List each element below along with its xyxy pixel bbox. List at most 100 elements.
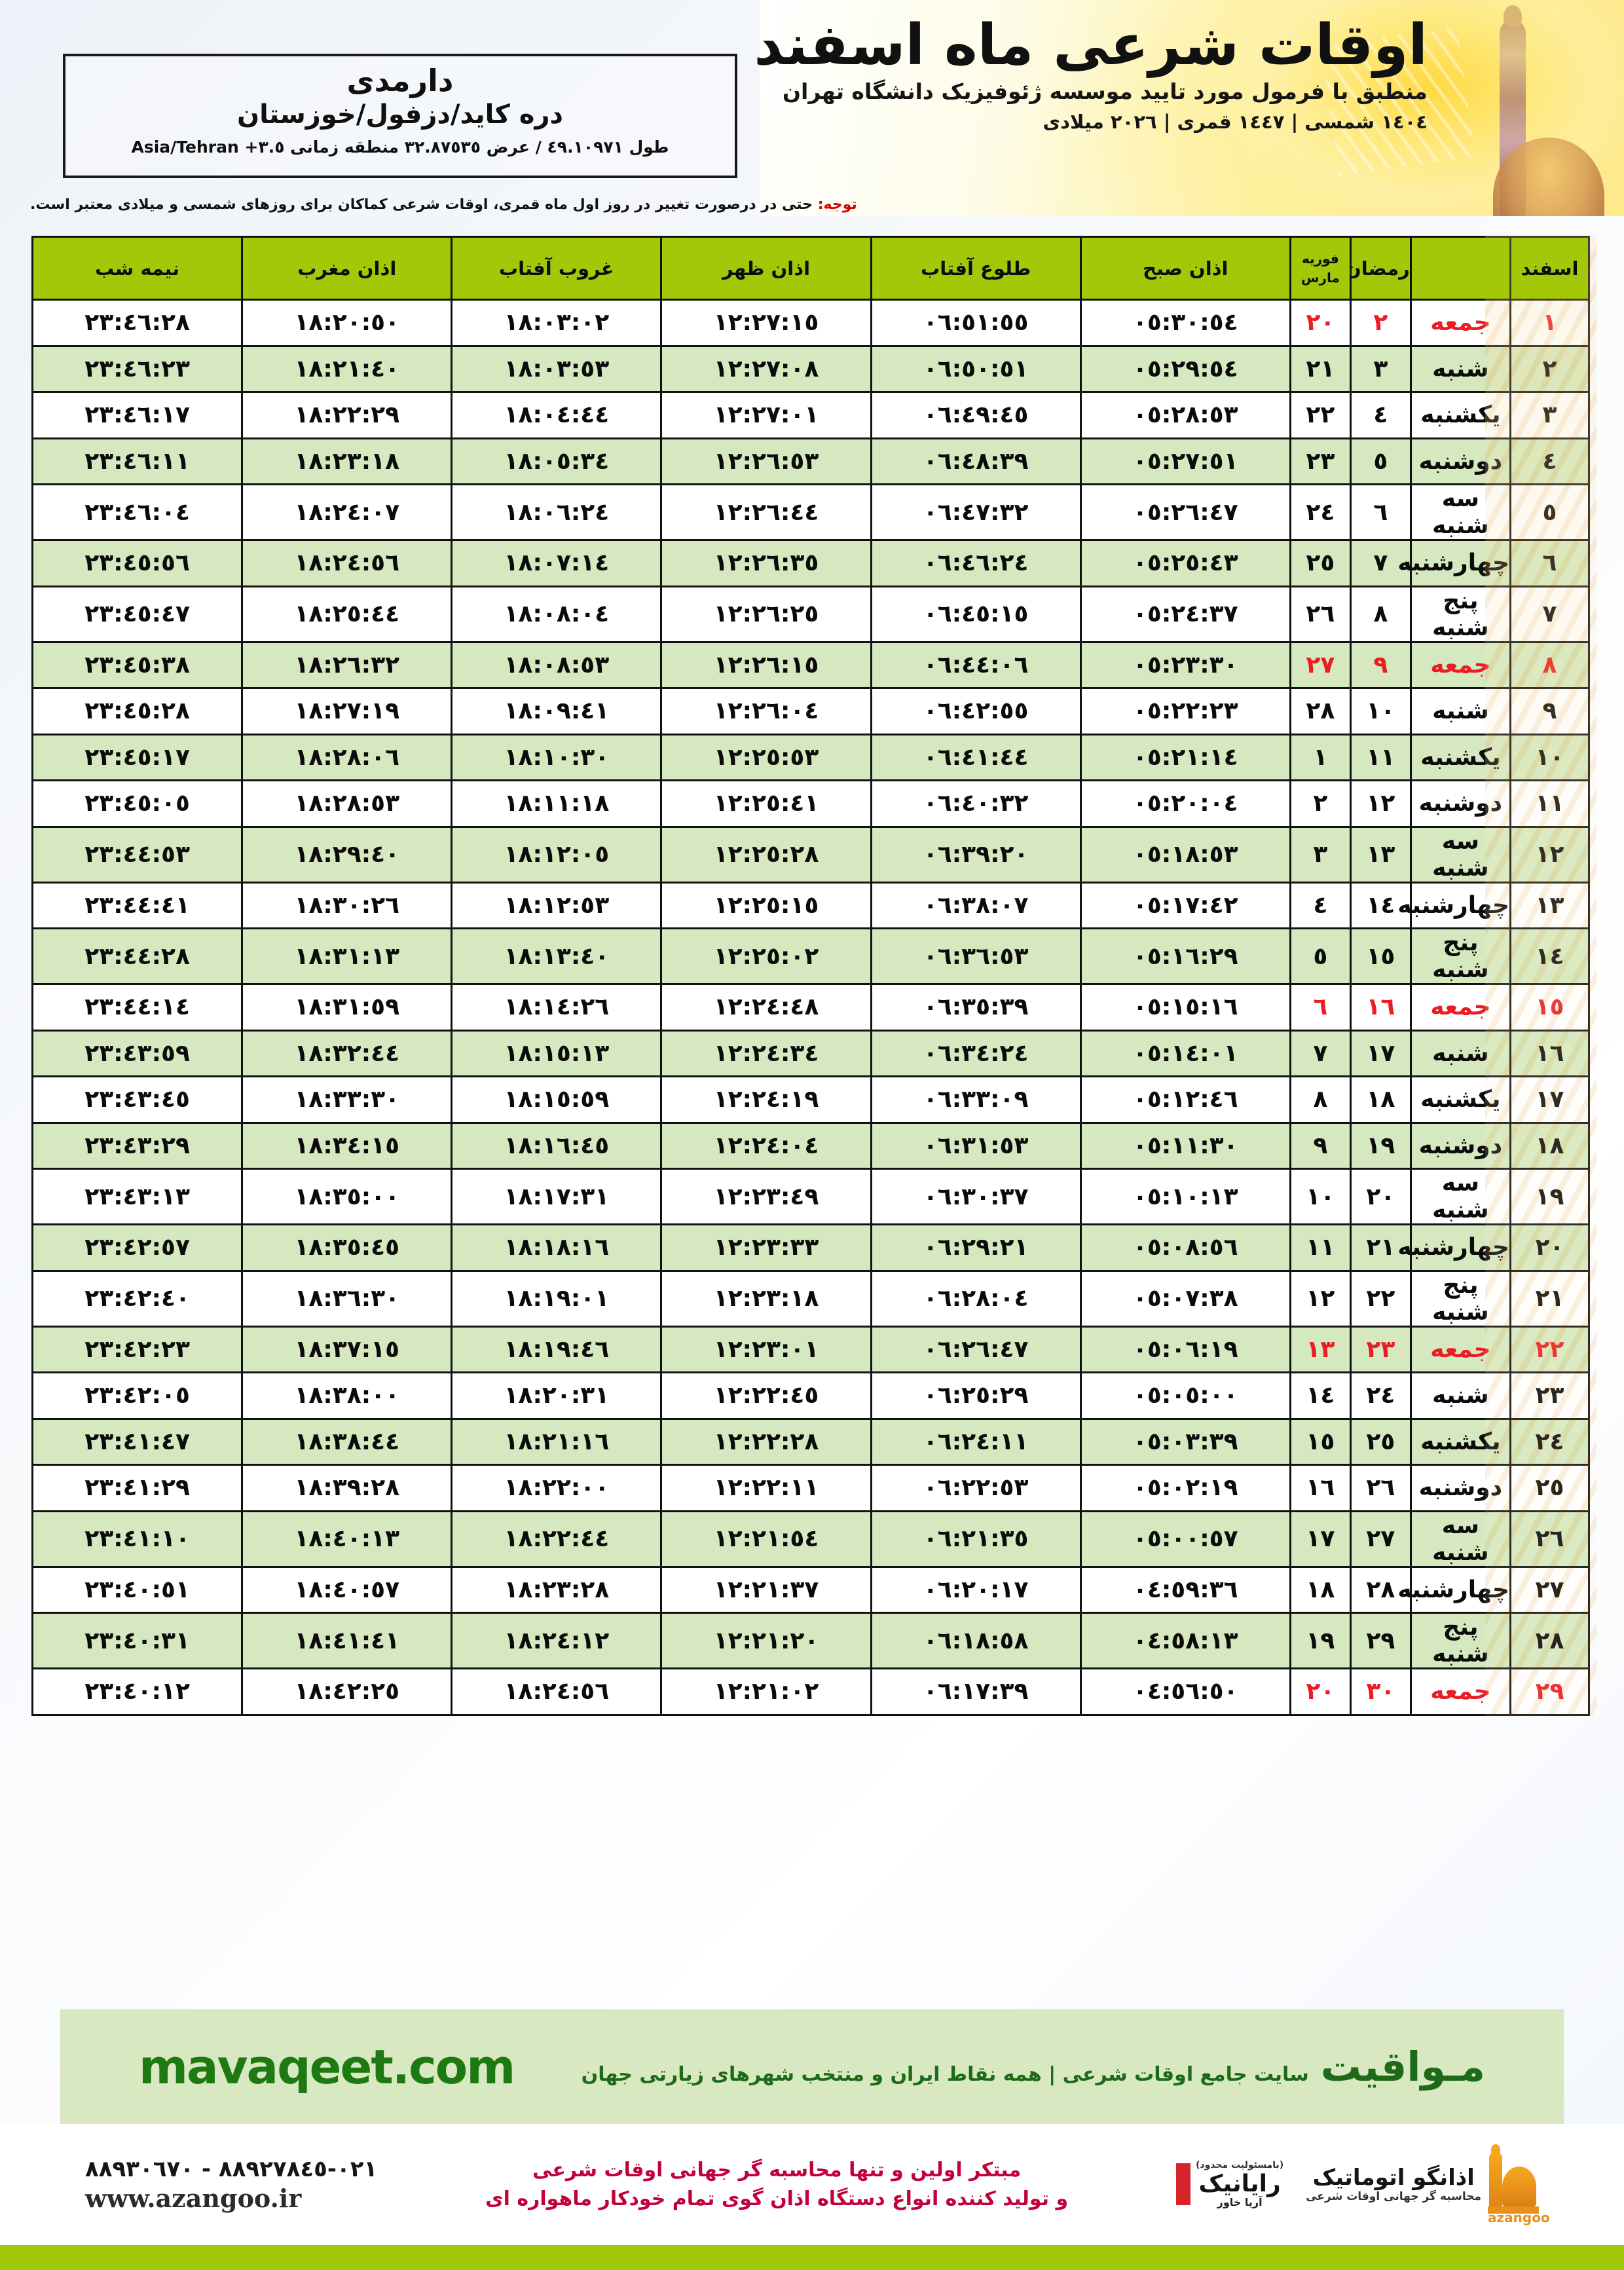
note-line: توجه: حتی در درصورت تغییر در روز اول ماه… — [30, 196, 857, 213]
cell-dhuhr: ١٢:٢٢:١١ — [660, 1464, 872, 1512]
cell-weekday: چهارشنبه — [1397, 1565, 1511, 1614]
cell-weekday: پنج شنبه — [1409, 1269, 1511, 1328]
cell-midnight: ٢٣:٤٥:١٧ — [31, 733, 244, 781]
cell-sunset: ١٨:١٧:٣١ — [451, 1168, 663, 1225]
cell-ramadan: ٣ — [1349, 344, 1412, 393]
promo-line-1: مبتکر اولین و تنها محاسبه گر جهانی اوقات… — [532, 2159, 1022, 2182]
cell-dhuhr: ١٢:٢٧:١٥ — [660, 299, 872, 347]
cell-ramadan: ٨ — [1349, 585, 1412, 643]
cell-day: ١٥ — [1509, 983, 1591, 1032]
rayanik-logo: (بامسئولیت محدود) رایانیک آریا خاور — [1176, 2160, 1283, 2208]
cell-weekday: سه شنبه — [1409, 483, 1511, 541]
cell-weekday: چهارشنبه — [1397, 881, 1511, 929]
header-decorative-artwork — [760, 0, 1624, 216]
cell-dhuhr: ١٢:٢١:٠٢ — [660, 1667, 872, 1716]
cell-gregorian: ٢٠ — [1289, 299, 1352, 347]
cell-fajr: ٠٥:١٨:٥٣ — [1079, 825, 1291, 884]
cell-sunset: ١٨:٢٤:٥٦ — [451, 1667, 663, 1716]
cell-sunset: ١٨:١٢:٥٣ — [451, 881, 663, 929]
cell-gregorian: ٨ — [1289, 1075, 1352, 1124]
cell-day: ٢٩ — [1509, 1667, 1591, 1716]
cell-dhuhr: ١٢:٢٣:٤٩ — [660, 1168, 872, 1225]
cell-midnight: ٢٣:٤٦:٢٨ — [31, 299, 244, 347]
cell-ramadan: ٧ — [1349, 539, 1412, 587]
cell-day: ٢٤ — [1509, 1417, 1591, 1466]
cell-gregorian: ١٥ — [1289, 1417, 1352, 1466]
cell-midnight: ٢٣:٤٢:٥٧ — [31, 1223, 244, 1272]
cell-sunrise: ٠٦:٢١:٣٥ — [870, 1510, 1082, 1568]
cell-maghrib: ١٨:٣٣:٣٠ — [241, 1075, 453, 1124]
cell-gregorian: ١٣ — [1289, 1325, 1352, 1373]
col-header-fajr: اذان صبح — [1079, 236, 1291, 301]
cell-fajr: ٠٥:٠٨:٥٦ — [1079, 1223, 1291, 1272]
page-subtitle: منطبق با فرمول مورد تایید موسسه ژئوفیزیک… — [782, 79, 1428, 105]
cell-day: ١٠ — [1509, 733, 1591, 781]
cell-dhuhr: ١٢:٢٦:١٥ — [660, 641, 872, 689]
cell-weekday: چهارشنبه — [1397, 539, 1511, 587]
website-url[interactable]: www.azangoo.ir — [85, 2184, 302, 2213]
cell-sunrise: ٠٦:٣٣:٠٩ — [870, 1075, 1082, 1124]
cell-ramadan: ٥ — [1349, 437, 1412, 485]
cell-day: ٢ — [1509, 344, 1591, 393]
brand-tagline: سایت جامع اوقات شرعی | همه نقاط ایران و … — [581, 2063, 1309, 2086]
cell-maghrib: ١٨:٢٤:٠٧ — [241, 483, 453, 541]
cell-day: ١٢ — [1509, 825, 1591, 884]
cell-fajr: ٠٥:٠٥:٠٠ — [1079, 1371, 1291, 1420]
cell-maghrib: ١٨:٣٠:٢٦ — [241, 881, 453, 929]
cell-ramadan: ٢٩ — [1349, 1612, 1412, 1669]
table-row: ١٥ جمعه ١٦ ٦ ٠٥:١٥:١٦ ٠٦:٣٥:٣٩ ١٢:٢٤:٤٨ ١٨:١٤:٢… — [31, 983, 1591, 1032]
brand-website[interactable]: mavaqeet.com — [139, 2039, 515, 2094]
cell-midnight: ٢٣:٤٠:١٢ — [31, 1667, 244, 1716]
cell-sunset: ١٨:٢٤:١٢ — [451, 1612, 663, 1669]
table-row: ٢٣ شنبه ٢٤ ١٤ ٠٥:٠٥:٠٠ ٠٦:٢٥:٢٩ ١٢:٢٢:٤٥ ١٨:٢٠:… — [31, 1371, 1591, 1420]
cell-fajr: ٠٥:٢٨:٥٣ — [1079, 391, 1291, 439]
page-header: اوقات شرعی ماه اسفند منطبق با فرمول مورد… — [0, 0, 1624, 216]
cell-midnight: ٢٣:٤٥:٤٧ — [31, 585, 244, 643]
location-coordinates: طول ٤٩.١٠٩٧١ / عرض ٣٢.٨٧٥٣٥ منطقه زمانی … — [131, 137, 669, 157]
cell-sunset: ١٨:٠٩:٤١ — [451, 687, 663, 735]
cell-dhuhr: ١٢:٢٥:١٥ — [660, 881, 872, 929]
page-footer: مـواقیت سایت جامع اوقات شرعی | همه نقاط … — [0, 2009, 1624, 2270]
cell-weekday: سه شنبه — [1409, 1510, 1511, 1568]
cell-dhuhr: ١٢:٢٦:٤٤ — [660, 483, 872, 541]
dome-shape-icon — [1502, 2166, 1536, 2207]
cell-gregorian: ١٦ — [1289, 1464, 1352, 1512]
cell-day: ٢٧ — [1509, 1565, 1591, 1614]
table-row: ٥ سه شنبه ٦ ٢٤ ٠٥:٢٦:٤٧ ٠٦:٤٧:٣٢ ١٢:٢٦:٤٤ ١٨:٠٦… — [31, 483, 1591, 541]
table-row: ٢٥ دوشنبه ٢٦ ١٦ ٠٥:٠٢:١٩ ٠٦:٢٢:٥٣ ١٢:٢٢:١١ ١٨:٢… — [31, 1464, 1591, 1512]
cell-ramadan: ٢ — [1349, 299, 1412, 347]
cell-dhuhr: ١٢:٢٢:٢٨ — [660, 1417, 872, 1466]
table-row: ٢ شنبه ٣ ٢١ ٠٥:٢٩:٥٤ ٠٦:٥٠:٥١ ١٢:٢٧:٠٨ ١٨:٠٣:٥٣… — [31, 344, 1591, 393]
cell-maghrib: ١٨:٢٥:٤٤ — [241, 585, 453, 643]
table-row: ١٩ سه شنبه ٢٠ ١٠ ٠٥:١٠:١٣ ٠٦:٣٠:٣٧ ١٢:٢٣:٤٩ ١٨:… — [31, 1168, 1591, 1225]
cell-midnight: ٢٣:٤٤:١٤ — [31, 983, 244, 1032]
cell-fajr: ٠٥:٠٧:٣٨ — [1079, 1269, 1291, 1328]
cell-day: ٢٥ — [1509, 1464, 1591, 1512]
cell-dhuhr: ١٢:٢٦:٢٥ — [660, 585, 872, 643]
cell-gregorian: ٣ — [1289, 825, 1352, 884]
cell-fajr: ٠٥:٣٠:٥٤ — [1079, 299, 1291, 347]
table-row: ٣ یکشنبه ٤ ٢٢ ٠٥:٢٨:٥٣ ٠٦:٤٩:٤٥ ١٢:٢٧:٠١ ١٨:٠٤:… — [31, 391, 1591, 439]
cell-midnight: ٢٣:٤٥:٢٨ — [31, 687, 244, 735]
cell-sunrise: ٠٦:٣١:٥٣ — [870, 1121, 1082, 1170]
cell-dhuhr: ١٢:٢٤:٠٤ — [660, 1121, 872, 1170]
cell-gregorian: ١٢ — [1289, 1269, 1352, 1328]
col-header-dhuhr: اذان ظهر — [660, 236, 872, 301]
cell-day: ٧ — [1509, 585, 1591, 643]
cell-sunrise: ٠٦:٤٨:٣٩ — [870, 437, 1082, 485]
page-title: اوقات شرعی ماه اسفند — [754, 12, 1428, 78]
cell-sunset: ١٨:١١:١٨ — [451, 779, 663, 828]
cell-maghrib: ١٨:٣٨:٠٠ — [241, 1371, 453, 1420]
cell-fajr: ٠٥:٢٧:٥١ — [1079, 437, 1291, 485]
cell-maghrib: ١٨:٢٩:٤٠ — [241, 825, 453, 884]
cell-midnight: ٢٣:٤٦:٠٤ — [31, 483, 244, 541]
cell-day: ٥ — [1509, 483, 1591, 541]
cell-gregorian: ٢٣ — [1289, 437, 1352, 485]
cell-weekday: جمعه — [1409, 641, 1511, 689]
table-row: ٨ جمعه ٩ ٢٧ ٠٥:٢٣:٣٠ ٠٦:٤٤:٠٦ ١٢:٢٦:١٥ ١٨:٠٨:٥٣… — [31, 641, 1591, 689]
cell-fajr: ٠٥:٠٦:١٩ — [1079, 1325, 1291, 1373]
cell-gregorian: ١٤ — [1289, 1371, 1352, 1420]
cell-fajr: ٠٥:١٢:٤٦ — [1079, 1075, 1291, 1124]
azangoo-logo-text: اذانگو اتوماتیک محاسبه گر جهانی اوقات شر… — [1306, 2165, 1481, 2204]
table-row: ٢٤ یکشنبه ٢٥ ١٥ ٠٥:٠٣:٣٩ ٠٦:٢٤:١١ ١٢:٢٢:٢٨ ١٨:٢… — [31, 1417, 1591, 1466]
